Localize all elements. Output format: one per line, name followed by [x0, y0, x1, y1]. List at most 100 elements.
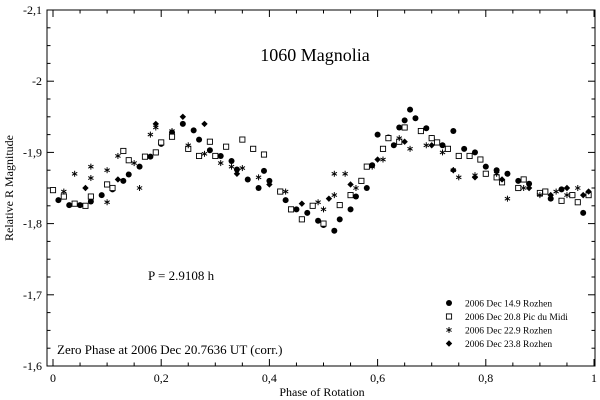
data-point	[558, 186, 565, 193]
data-point	[179, 120, 186, 127]
chart-title: 1060 Magnolia	[260, 45, 370, 65]
legend-label: 2006 Dec 22.9 Rozhen	[465, 327, 552, 337]
data-point	[147, 153, 154, 160]
data-point	[417, 127, 424, 135]
data-point	[466, 152, 473, 160]
data-point	[49, 187, 57, 194]
data-point	[493, 170, 500, 177]
data-point	[266, 177, 273, 184]
data-point	[380, 156, 386, 163]
data-point	[55, 197, 62, 204]
data-point	[239, 136, 246, 143]
data-point	[580, 209, 587, 216]
data-point	[158, 139, 165, 146]
data-point	[66, 202, 73, 209]
data-point	[201, 150, 208, 157]
x-tick-label: 0,8	[478, 371, 493, 385]
data-point	[526, 180, 533, 187]
data-point	[363, 163, 370, 170]
data-point	[407, 145, 413, 152]
data-point	[320, 220, 327, 227]
data-point	[553, 188, 559, 195]
data-point	[228, 157, 235, 164]
data-point	[239, 165, 246, 172]
x-tick-label: 0	[50, 371, 56, 385]
data-point	[434, 139, 441, 146]
data-point	[60, 193, 67, 200]
data-point	[179, 113, 187, 120]
data-point	[304, 209, 311, 216]
data-point	[439, 142, 446, 149]
data-point	[87, 193, 94, 200]
data-point	[120, 147, 127, 155]
data-point	[455, 174, 462, 181]
data-point	[88, 175, 94, 182]
data-point	[347, 181, 354, 188]
data-point	[401, 124, 408, 131]
data-point	[136, 185, 143, 191]
data-point	[379, 145, 387, 152]
legend-marker	[445, 313, 453, 320]
data-point	[428, 135, 435, 142]
data-point	[260, 167, 267, 174]
data-point	[455, 152, 462, 160]
data-point	[217, 160, 224, 167]
data-point	[196, 136, 203, 143]
data-point	[396, 124, 403, 131]
data-point	[233, 170, 241, 177]
data-point	[315, 217, 322, 224]
x-axis-label: Phase of Rotation	[279, 385, 364, 399]
data-point	[407, 106, 414, 113]
data-point	[125, 157, 132, 164]
period-annotation: P = 2.9108 h	[148, 268, 215, 283]
data-point	[579, 191, 587, 199]
data-point	[71, 170, 78, 177]
legend-label: 2006 Dec 14.9 Rozhen	[465, 300, 552, 310]
data-point	[320, 206, 327, 213]
data-point	[196, 152, 203, 160]
data-point	[136, 163, 143, 170]
data-point	[461, 145, 468, 152]
x-tick-label: 1	[591, 371, 597, 385]
data-point	[266, 181, 273, 188]
data-point	[515, 177, 522, 184]
data-point	[336, 202, 343, 209]
data-point	[120, 177, 127, 184]
data-point	[82, 184, 89, 192]
data-point	[515, 184, 522, 192]
data-point	[206, 147, 213, 154]
data-point	[87, 198, 94, 205]
data-point	[471, 149, 478, 156]
data-point	[537, 192, 543, 199]
data-point	[504, 170, 511, 177]
data-point	[331, 227, 338, 234]
data-point	[331, 192, 338, 199]
data-point	[233, 166, 240, 173]
data-point	[331, 170, 338, 177]
axis-ticks: 0 0,2 0,4 0,6 0,8 1 -1,6 -1,7 -1,8 -1,9 -2 -2,1	[23, 3, 597, 385]
series-1	[55, 106, 587, 234]
data-point	[423, 142, 430, 149]
data-point	[185, 142, 192, 149]
data-point	[201, 120, 208, 128]
legend-marker	[446, 327, 452, 333]
data-point	[125, 171, 132, 178]
data-point	[206, 138, 213, 145]
data-point	[114, 176, 122, 183]
data-point	[439, 149, 446, 156]
data-point	[277, 188, 284, 195]
legend-marker	[445, 340, 453, 347]
data-point	[347, 206, 354, 213]
data-point	[498, 176, 506, 183]
data-point	[169, 128, 175, 135]
data-point	[493, 167, 500, 174]
data-point	[504, 195, 511, 202]
data-point	[250, 145, 257, 152]
data-point	[131, 160, 138, 167]
y-tick-label: -1,8	[23, 217, 42, 231]
data-point	[401, 138, 408, 145]
data-point	[563, 184, 571, 192]
data-point	[574, 185, 581, 191]
data-point	[244, 176, 251, 183]
data-point	[342, 170, 348, 177]
